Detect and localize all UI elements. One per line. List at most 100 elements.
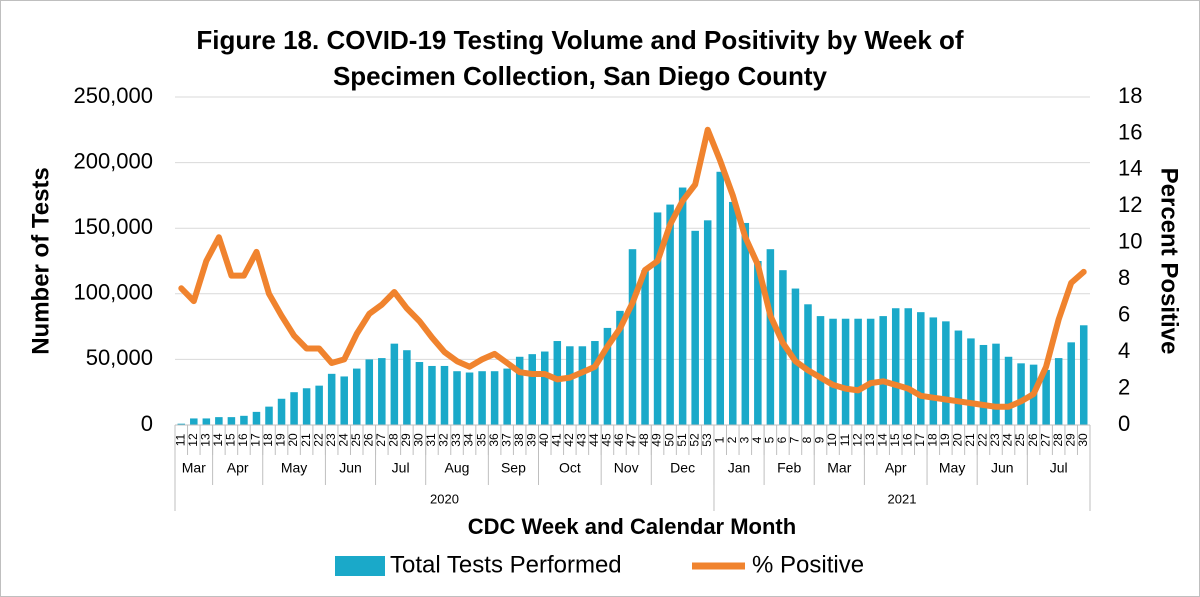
months-label: Jan <box>728 460 751 476</box>
x-tick-label: 37 <box>499 433 513 447</box>
x-tick-label: 48 <box>637 433 651 447</box>
bar <box>653 212 662 425</box>
x-tick-label: 44 <box>587 433 601 447</box>
months-label: Dec <box>670 460 695 476</box>
y-tick-label: 150,000 <box>73 214 153 239</box>
x-tick-label: 35 <box>474 433 488 447</box>
x-tick-label: 16 <box>900 433 914 447</box>
bar <box>816 316 825 425</box>
bar <box>403 350 411 425</box>
x-tick-label: 34 <box>462 433 476 447</box>
bar <box>566 346 574 425</box>
y2-axis-title: Percent Positive <box>1156 168 1183 355</box>
x-tick-label: 28 <box>1051 433 1065 447</box>
x-tick-label: 33 <box>449 433 463 447</box>
y2-tick-label: 14 <box>1118 156 1142 181</box>
bar <box>1079 325 1088 425</box>
x-tick-label: 21 <box>963 433 977 447</box>
bar <box>1054 358 1063 425</box>
bar <box>1004 356 1013 425</box>
bar <box>315 385 323 425</box>
bar <box>616 310 624 425</box>
x-tick-label: 29 <box>399 433 413 447</box>
bar <box>1042 369 1050 425</box>
x-tick-label: 25 <box>349 433 363 447</box>
x-tick-label: 16 <box>236 433 250 447</box>
bar <box>415 362 424 425</box>
bar <box>290 392 298 425</box>
bar <box>215 417 223 425</box>
bar <box>190 418 198 425</box>
bar <box>678 187 687 425</box>
chart-title: Figure 18. COVID-19 Testing Volume and P… <box>196 25 964 91</box>
months-label: Jul <box>392 460 410 476</box>
months-label: Mar <box>827 460 851 476</box>
bar <box>302 388 311 425</box>
x-tick-label: 20 <box>951 433 965 447</box>
x-tick-label: 52 <box>687 433 701 447</box>
months-label: Sep <box>501 460 526 476</box>
x-tick-label: 15 <box>888 433 902 447</box>
bar <box>490 371 499 425</box>
bar <box>766 249 775 425</box>
x-tick-label: 50 <box>662 433 676 447</box>
x-axis-title: CDC Week and Calendar Month <box>468 514 796 539</box>
y2-tick-label: 6 <box>1118 301 1130 326</box>
x-tick-label: 14 <box>211 433 225 447</box>
months-label: Jul <box>1050 460 1068 476</box>
x-tick-label: 23 <box>324 433 338 447</box>
x-tick-label: 22 <box>311 433 325 447</box>
x-tick-label: 13 <box>863 433 877 447</box>
x-tick-label: 22 <box>976 433 990 447</box>
months-label: Oct <box>559 460 581 476</box>
bar <box>754 261 762 425</box>
months-label: Nov <box>614 460 639 476</box>
x-tick-label: 10 <box>825 433 839 447</box>
bar <box>478 371 486 425</box>
months-label: Apr <box>885 460 907 476</box>
bar <box>804 304 812 425</box>
bar <box>917 312 925 425</box>
x-tick-label: 27 <box>1038 433 1052 447</box>
y2-tick-label: 0 <box>1118 411 1130 436</box>
x-tick-label: 27 <box>374 433 388 447</box>
bar <box>992 343 1000 425</box>
x-tick-label: 26 <box>361 433 375 447</box>
bar <box>265 406 273 425</box>
x-tick-label: 3 <box>737 436 751 443</box>
bar <box>841 318 850 425</box>
x-tick-label: 53 <box>700 433 714 447</box>
bar <box>240 415 248 425</box>
x-tick-label: 32 <box>437 433 451 447</box>
x-tick-label: 18 <box>925 433 939 447</box>
x-tick-label: 26 <box>1026 433 1040 447</box>
x-tick-label: 12 <box>186 433 200 447</box>
bar <box>967 338 975 425</box>
line-series <box>178 126 1087 410</box>
x-tick-label: 15 <box>224 433 238 447</box>
y2-tick-label: 8 <box>1118 265 1130 290</box>
x-tick-label: 23 <box>988 433 1002 447</box>
x-tick-label: 47 <box>625 433 639 447</box>
y-tick-label: 200,000 <box>73 148 153 173</box>
x-tick-label: 25 <box>1013 433 1027 447</box>
y2-tick-label: 18 <box>1118 83 1142 108</box>
bar <box>1017 363 1025 425</box>
x-tick-label: 14 <box>875 433 889 447</box>
x-tick-label: 2 <box>725 436 739 443</box>
bar <box>641 270 649 425</box>
bar <box>628 249 637 425</box>
bar <box>515 356 524 425</box>
legend-swatch <box>335 556 385 576</box>
legend-label: % Positive <box>752 551 864 578</box>
legend-label: Total Tests Performed <box>390 551 622 578</box>
x-tick-label: 8 <box>800 436 814 443</box>
x-tick-label: 9 <box>813 436 827 443</box>
months-label: Aug <box>445 460 470 476</box>
bar <box>979 344 988 425</box>
x-tick-label: 11 <box>173 433 187 446</box>
x-tick-label: 30 <box>412 433 426 447</box>
bar <box>428 365 436 425</box>
bar <box>553 341 562 425</box>
bar <box>829 318 837 425</box>
